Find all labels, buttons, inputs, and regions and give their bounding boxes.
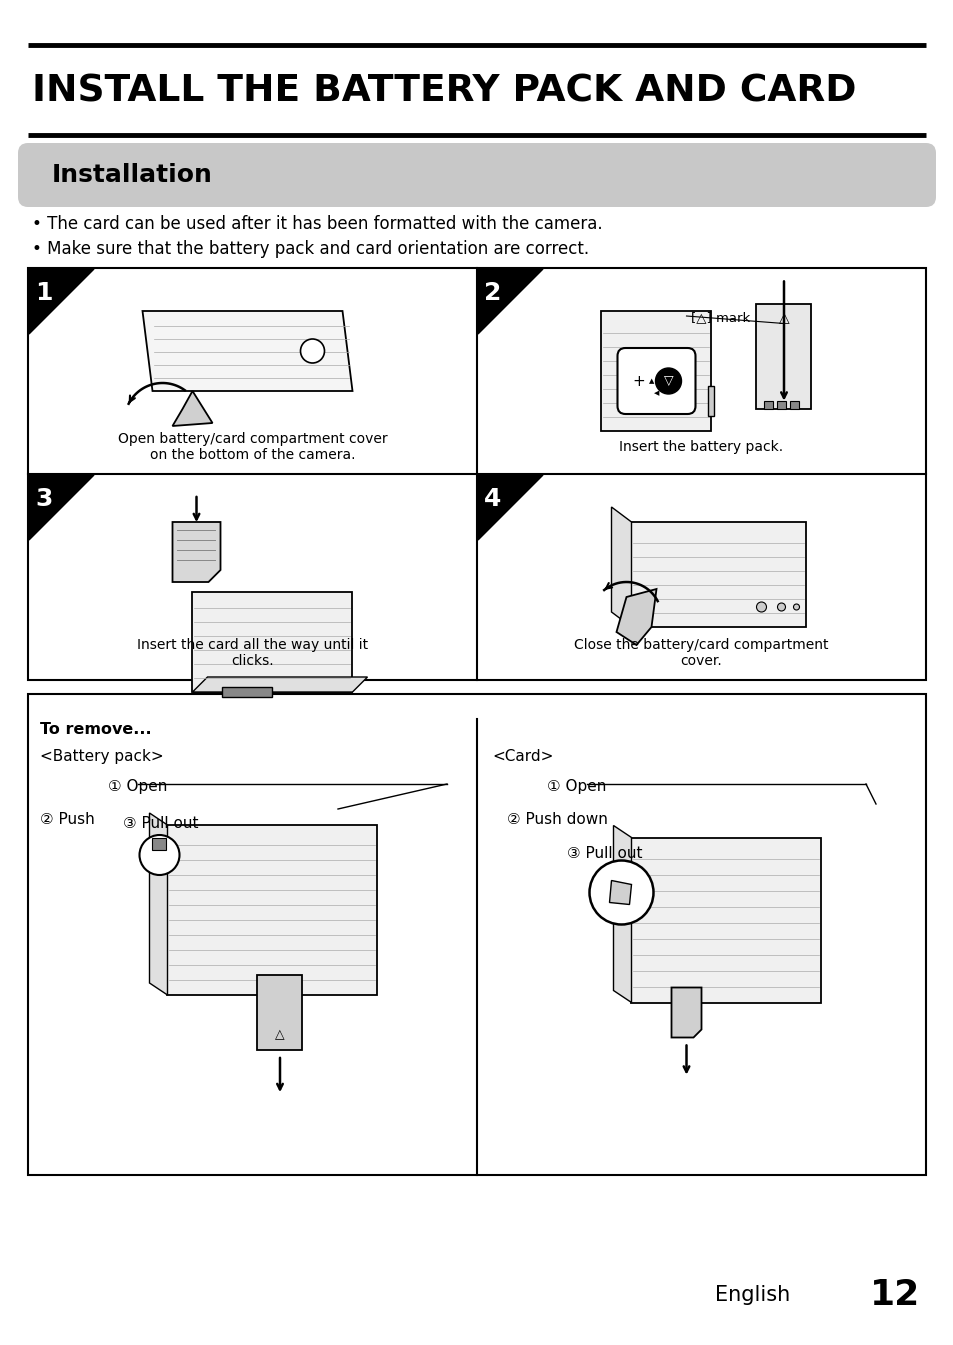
Polygon shape	[477, 475, 542, 539]
Circle shape	[777, 603, 784, 611]
Bar	[756, 304, 811, 409]
Text: △: △	[778, 312, 788, 325]
Text: Insert the card all the way until it: Insert the card all the way until it	[137, 638, 368, 652]
FancyBboxPatch shape	[18, 143, 935, 207]
Text: <Battery pack>: <Battery pack>	[40, 749, 164, 764]
Polygon shape	[616, 589, 656, 646]
Bar	[790, 401, 799, 409]
Text: 2: 2	[483, 281, 501, 305]
Polygon shape	[142, 311, 352, 391]
Text: 3: 3	[35, 487, 52, 511]
Circle shape	[655, 369, 680, 394]
Text: cover.: cover.	[679, 654, 721, 668]
Polygon shape	[150, 812, 168, 995]
Circle shape	[756, 603, 765, 612]
Text: [△] mark: [△] mark	[691, 311, 750, 324]
Text: ▽: ▽	[663, 374, 673, 387]
Bar	[193, 592, 352, 691]
Bar	[222, 687, 273, 697]
Text: ① Open: ① Open	[546, 779, 606, 794]
Polygon shape	[611, 507, 631, 627]
Text: ② Push down: ② Push down	[506, 812, 607, 827]
Text: Open battery/card compartment cover: Open battery/card compartment cover	[117, 432, 387, 447]
Bar	[763, 401, 773, 409]
Bar	[28, 268, 925, 681]
Circle shape	[300, 339, 324, 363]
Bar	[28, 694, 925, 1176]
Polygon shape	[29, 475, 94, 539]
Polygon shape	[671, 987, 700, 1037]
Text: ◀: ◀	[653, 390, 659, 395]
Text: English: English	[714, 1284, 789, 1305]
Text: ③ Pull out: ③ Pull out	[566, 846, 641, 861]
FancyBboxPatch shape	[617, 348, 695, 414]
Polygon shape	[613, 826, 631, 1002]
Text: 4: 4	[483, 487, 501, 511]
Bar	[631, 522, 805, 627]
Bar	[708, 386, 714, 416]
Circle shape	[589, 861, 653, 924]
Text: • Make sure that the battery pack and card orientation are correct.: • Make sure that the battery pack and ca…	[32, 239, 589, 258]
Text: INSTALL THE BATTERY PACK AND CARD: INSTALL THE BATTERY PACK AND CARD	[32, 74, 856, 110]
Text: ① Open: ① Open	[108, 779, 167, 794]
Text: △: △	[274, 1029, 285, 1041]
Polygon shape	[609, 881, 631, 904]
Text: To remove...: To remove...	[40, 722, 152, 737]
Text: • The card can be used after it has been formatted with the camera.: • The card can be used after it has been…	[32, 215, 602, 233]
Bar	[777, 401, 785, 409]
Text: Insert the battery pack.: Insert the battery pack.	[618, 440, 782, 455]
Bar	[152, 838, 167, 850]
Polygon shape	[477, 269, 542, 334]
Text: Installation: Installation	[52, 163, 213, 187]
Polygon shape	[193, 677, 367, 691]
Bar	[601, 311, 711, 430]
Text: ▲: ▲	[648, 378, 654, 385]
Text: clicks.: clicks.	[231, 654, 274, 668]
Polygon shape	[29, 269, 94, 334]
Bar	[168, 824, 377, 995]
Circle shape	[139, 835, 179, 876]
Text: 12: 12	[869, 1278, 919, 1311]
Text: Close the battery/card compartment: Close the battery/card compartment	[574, 638, 828, 652]
Text: ③ Pull out: ③ Pull out	[123, 816, 198, 831]
Text: 1: 1	[35, 281, 52, 305]
Text: <Card>: <Card>	[492, 749, 553, 764]
Bar	[631, 838, 821, 1002]
Polygon shape	[172, 391, 213, 426]
Bar	[257, 975, 302, 1050]
Polygon shape	[172, 522, 220, 582]
Text: +: +	[632, 374, 644, 389]
Text: ② Push: ② Push	[40, 812, 94, 827]
Circle shape	[793, 604, 799, 611]
Text: on the bottom of the camera.: on the bottom of the camera.	[150, 448, 355, 461]
